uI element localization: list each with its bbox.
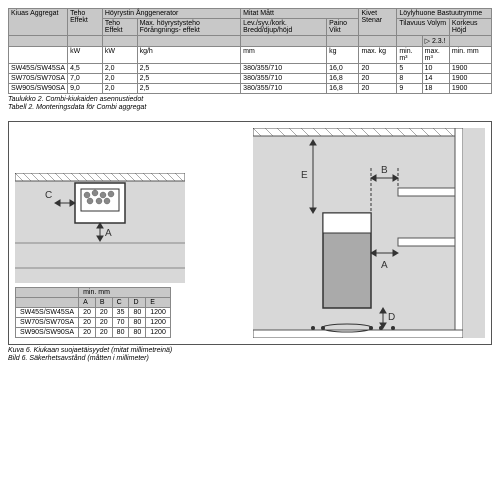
table1-body: SW45S/SW45SA4,52,02,5380/355/71016,02051… bbox=[9, 64, 492, 94]
svg-text:C: C bbox=[45, 190, 52, 201]
svg-text:B: B bbox=[381, 165, 388, 176]
svg-text:A: A bbox=[381, 260, 388, 271]
sub-teho: Teho Effekt bbox=[102, 19, 137, 36]
table2-body: SW45S/SW45SA202035801200SW70S/SW70SA2020… bbox=[16, 307, 171, 337]
diagram-side-view: E B A D bbox=[253, 128, 463, 338]
table1-caption: Taulukko 2. Combi-kiukaiden asennustiedo… bbox=[8, 96, 492, 113]
col-mitat: Mitat Mått bbox=[241, 9, 359, 19]
specifications-table: Kiuas Aggregat Teho Effekt Höyrystin Ång… bbox=[8, 8, 492, 94]
diagram-top-view: C A bbox=[15, 173, 185, 283]
figure-caption: Kuva 6. Kiukaan suojaetäisyydet (mitat m… bbox=[8, 347, 492, 364]
t2-cols: ABCDE bbox=[16, 297, 171, 307]
svg-text:D: D bbox=[388, 312, 395, 323]
col-kiuas: Kiuas Aggregat bbox=[9, 9, 68, 36]
sub-tilavuus: Tilavuus Volym bbox=[397, 19, 450, 36]
sub-paino: Paino Vikt bbox=[327, 19, 359, 36]
sub-lev: Lev./syv./kork. Bredd/djup/höjd bbox=[241, 19, 327, 36]
col-teho: Teho Effekt bbox=[68, 9, 103, 36]
warn-cell: ▷ 2.3.! bbox=[422, 36, 449, 47]
svg-text:E: E bbox=[301, 170, 308, 181]
figure-frame: C A min. mm ABCDE SW45S/SW45SA2020358012… bbox=[8, 121, 492, 345]
col-loyly: Löylyhuone Bastuutrymme bbox=[397, 9, 492, 19]
svg-text:A: A bbox=[105, 228, 112, 239]
col-kivet: Kivet Stenar bbox=[359, 9, 397, 36]
sub-korkeus: Korkeus Höjd bbox=[449, 19, 491, 36]
clearance-table: min. mm ABCDE SW45S/SW45SA202035801200SW… bbox=[15, 287, 171, 338]
col-hoyrystin: Höyrystin Ånggenerator bbox=[102, 9, 240, 19]
sub-max: Max. höyrystysteho Förångnings- effekt bbox=[137, 19, 241, 36]
